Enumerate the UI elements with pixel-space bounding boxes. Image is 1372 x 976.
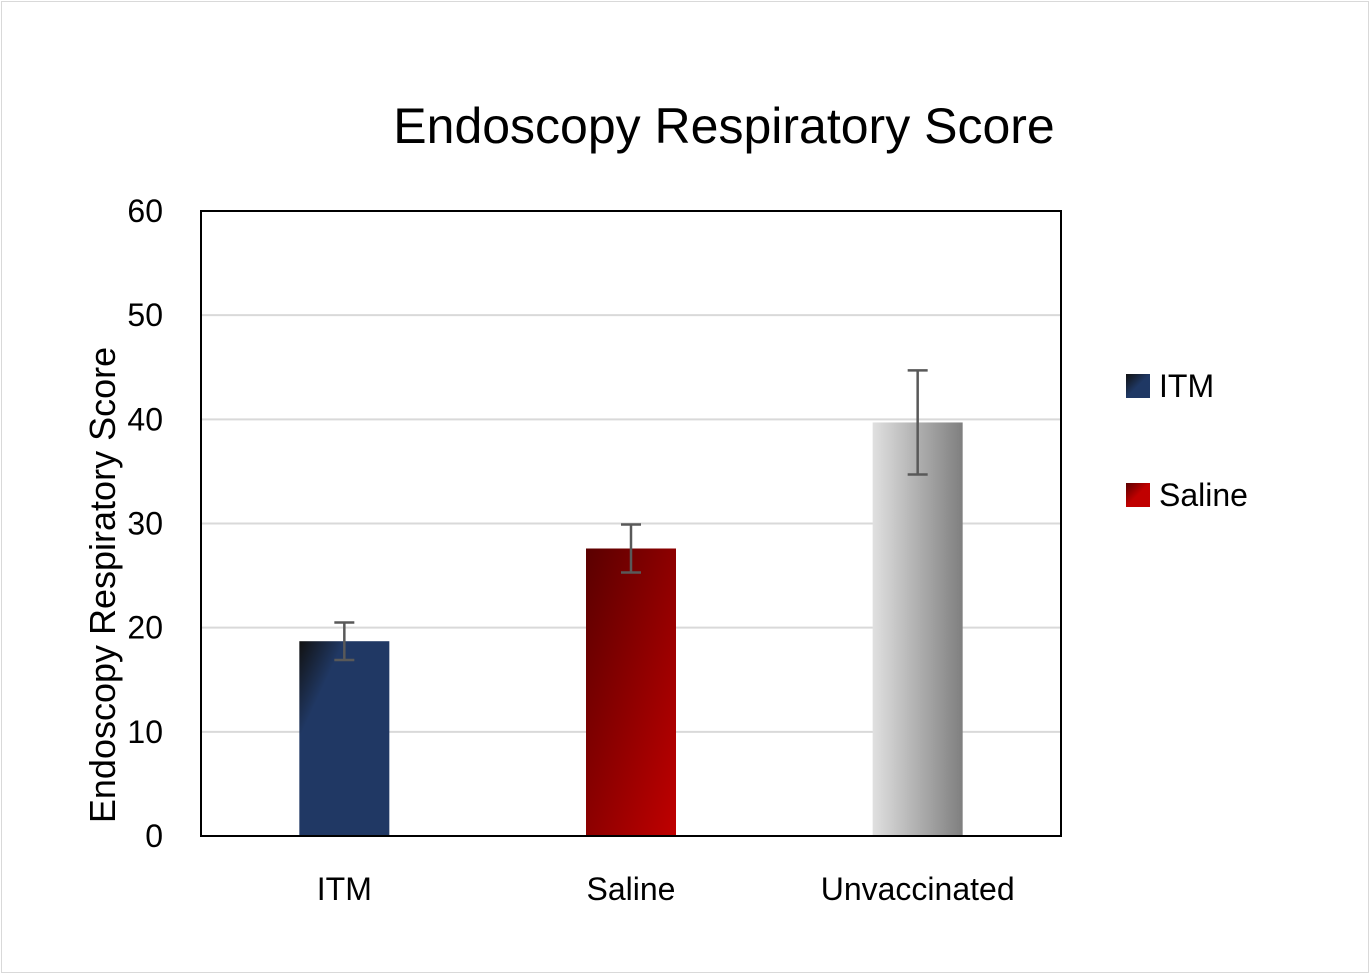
y-axis-ticks: 0 10 20 30 40 50 60: [127, 193, 163, 854]
bar-itm: [299, 641, 390, 836]
chart-title: Endoscopy Respiratory Score: [393, 98, 1054, 154]
error-bar: [907, 369, 928, 476]
y-tick-label: 10: [127, 714, 163, 750]
legend-swatch: [1126, 374, 1150, 398]
x-tick-label: Unvaccinated: [821, 871, 1015, 907]
y-tick-label: 30: [127, 506, 163, 542]
bars: [299, 422, 963, 836]
plot-area-border: [200, 210, 1062, 837]
y-tick-label: 40: [127, 401, 163, 437]
y-axis-label: Endoscopy Respiratory Score: [82, 347, 123, 823]
legend-label: Saline: [1159, 477, 1248, 513]
x-axis-ticks: ITM Saline Unvaccinated: [317, 871, 1015, 907]
legend-label: ITM: [1159, 368, 1214, 404]
legend-swatch: [1126, 483, 1150, 507]
error-bars: [334, 369, 928, 662]
x-tick-label: ITM: [317, 871, 372, 907]
y-tick-label: 0: [145, 818, 163, 854]
error-bar: [621, 523, 641, 574]
y-tick-label: 60: [127, 193, 163, 229]
x-tick-label: Saline: [587, 871, 676, 907]
y-tick-label: 20: [127, 610, 163, 646]
bar-saline: [586, 548, 676, 836]
bar-unvaccinated: [872, 422, 963, 836]
error-bar: [334, 621, 355, 662]
legend: ITM Saline: [1126, 368, 1248, 513]
y-tick-label: 50: [127, 297, 163, 333]
